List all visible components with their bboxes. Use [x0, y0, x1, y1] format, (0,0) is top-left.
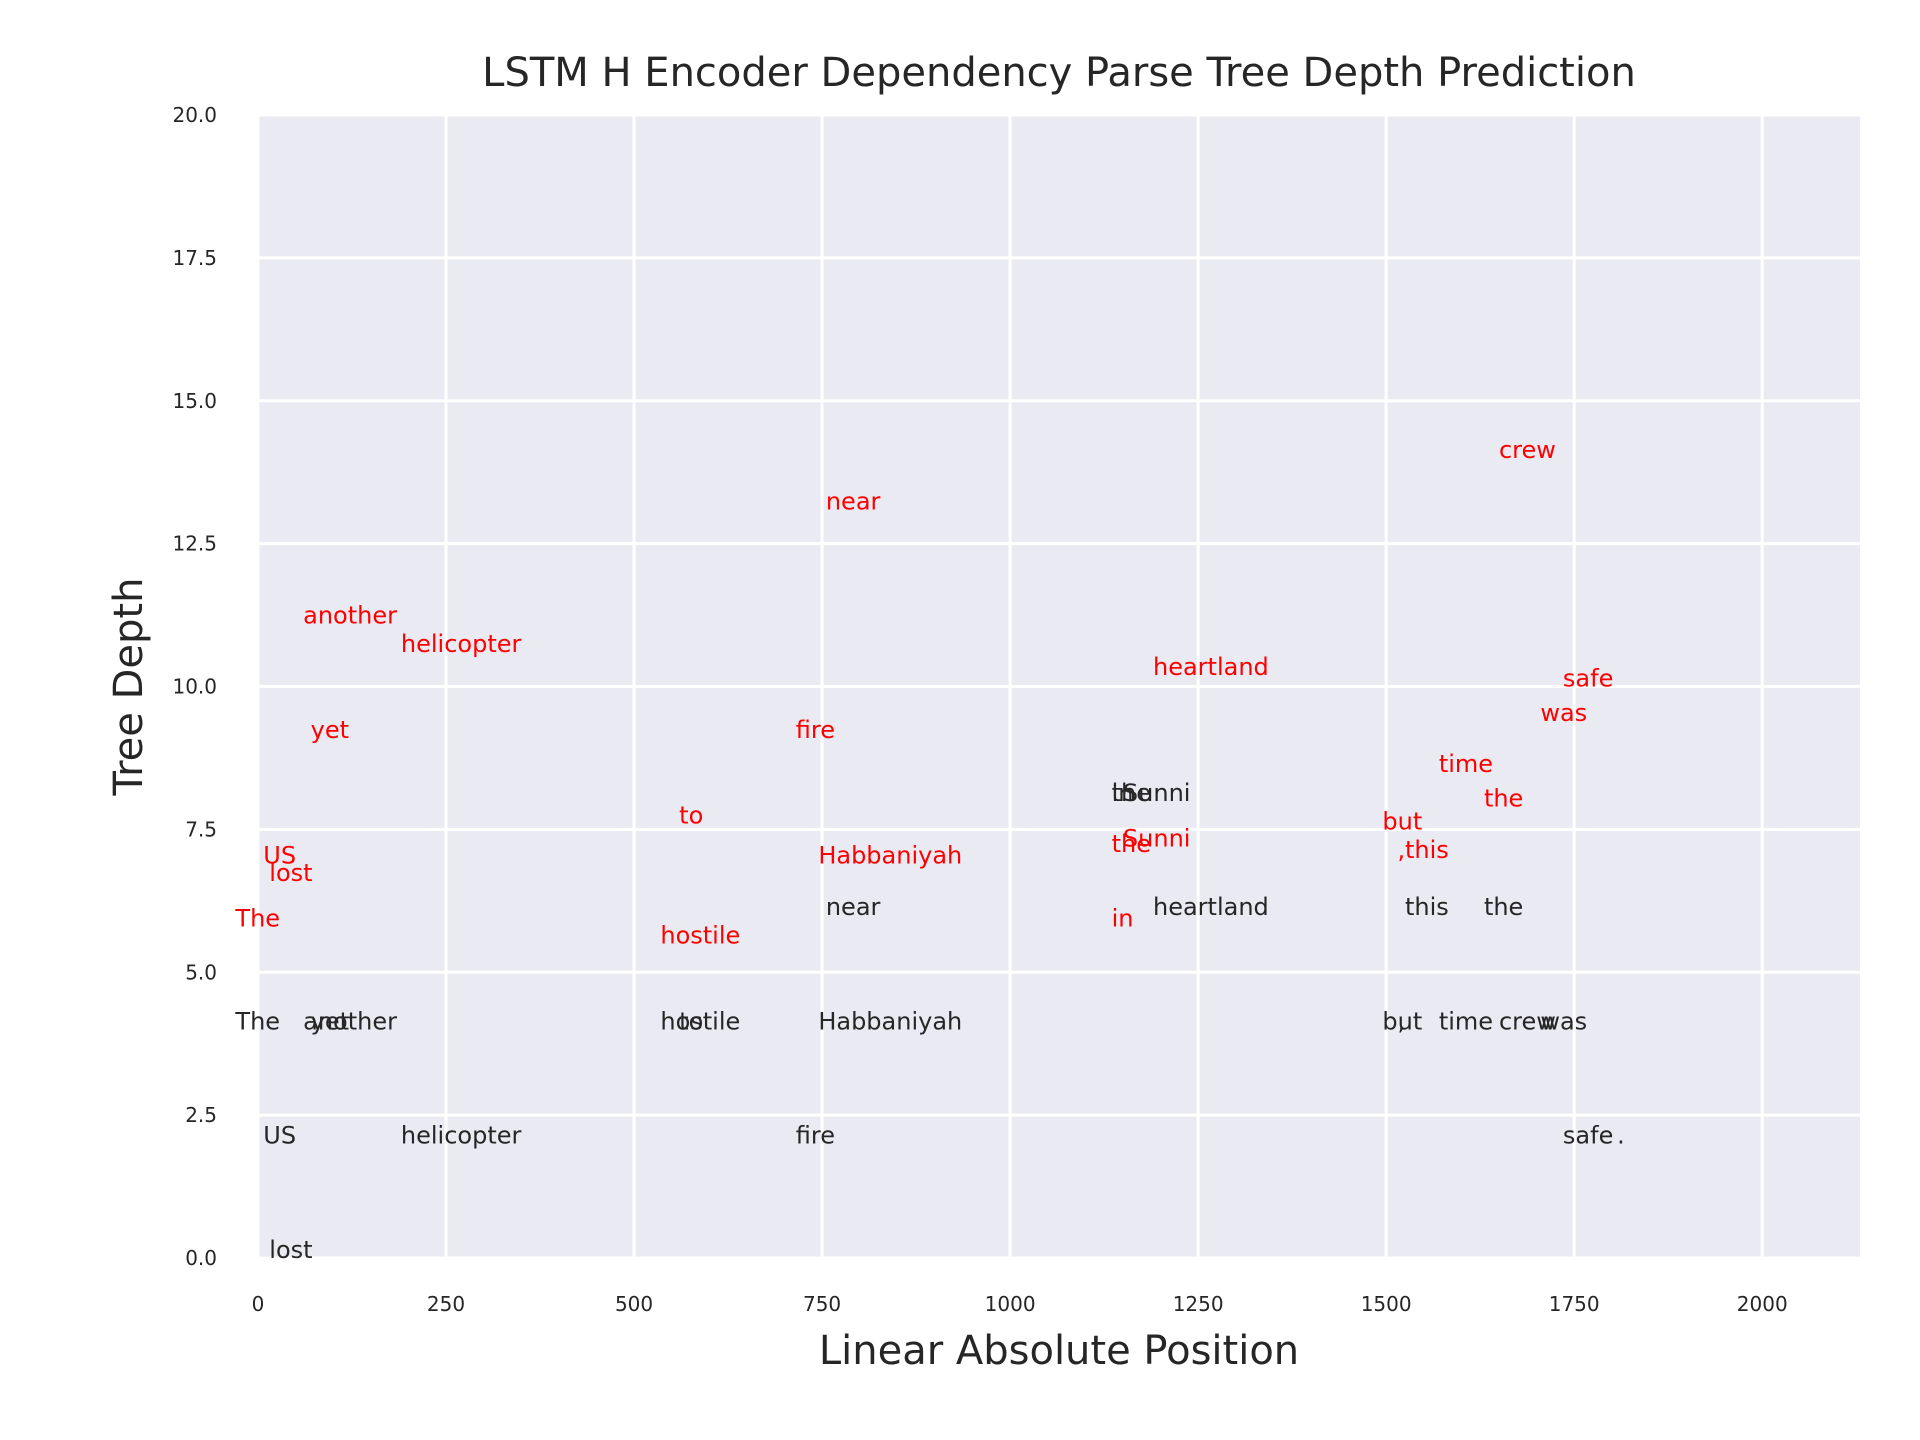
- gold-depth-word: time: [1439, 1007, 1493, 1035]
- grid-lines: [256, 113, 1860, 1260]
- predicted-depth-word: this: [1405, 836, 1449, 864]
- gold-depth-word: helicopter: [401, 1122, 522, 1150]
- predicted-depth-word: to: [679, 802, 703, 830]
- gold-depth-word: The: [234, 1007, 280, 1035]
- y-tick-label: 15.0: [172, 389, 217, 413]
- gold-depth-word: lost: [269, 1236, 312, 1264]
- y-tick-label: 5.0: [185, 960, 217, 984]
- gold-depth-word: the: [1484, 893, 1523, 921]
- gold-depth-word: to: [679, 1007, 703, 1035]
- y-axis-label: Tree Depth: [106, 578, 152, 797]
- x-axis-label: Linear Absolute Position: [819, 1328, 1299, 1374]
- gold-depth-word: the: [1112, 779, 1151, 807]
- gold-depth-word: was: [1540, 1007, 1587, 1035]
- y-tick-label: 20.0: [172, 103, 217, 127]
- predicted-depth-word: in: [1112, 905, 1134, 933]
- predicted-depth-word: The: [234, 905, 280, 933]
- predicted-depth-word: yet: [311, 716, 349, 744]
- predicted-depth-word: helicopter: [401, 630, 522, 658]
- y-tick-label: 12.5: [172, 532, 217, 556]
- predicted-depth-word: the: [1484, 785, 1523, 813]
- predicted-depth-word: crew: [1499, 436, 1556, 464]
- gold-depth-word: ,: [1397, 1007, 1405, 1035]
- gold-depth-word: hostile: [660, 1007, 740, 1035]
- y-tick-label: 17.5: [172, 246, 217, 270]
- gold-depth-word: Sunni: [1123, 779, 1191, 807]
- gold-depth-word: crew: [1499, 1007, 1556, 1035]
- y-axis-ticks: 0.0 2.5 5.0 7.5 10.0 12.5 15.0 17.5 20.0: [172, 103, 217, 1270]
- gold-depth-word: US: [263, 1122, 296, 1150]
- chart-title: LSTM H Encoder Dependency Parse Tree Dep…: [482, 50, 1636, 96]
- x-tick-label: 1500: [1361, 1292, 1412, 1316]
- gold-depth-word: near: [826, 893, 881, 921]
- predicted-depth-word: Sunni: [1123, 825, 1191, 853]
- x-tick-label: 1750: [1549, 1292, 1600, 1316]
- gold-depth-word: Habbaniyah: [818, 1007, 962, 1035]
- x-axis-ticks: 0 250 500 750 1000 1250 1500 1750 2000: [252, 1292, 1788, 1316]
- x-tick-label: 750: [803, 1292, 841, 1316]
- y-tick-label: 10.0: [172, 675, 217, 699]
- predicted-depth-word: heartland: [1153, 653, 1269, 681]
- predicted-depth-word: Habbaniyah: [818, 842, 962, 870]
- predicted-depth-word: another: [303, 602, 397, 630]
- x-tick-label: 250: [427, 1292, 465, 1316]
- predicted-depth-word: time: [1439, 750, 1493, 778]
- gold-depth-word: fire: [796, 1122, 835, 1150]
- predicted-depth-word: ,: [1397, 836, 1405, 864]
- x-tick-label: 2000: [1737, 1292, 1788, 1316]
- gold-depth-word: heartland: [1153, 893, 1269, 921]
- predicted-depth-word: lost: [269, 859, 312, 887]
- gold-depth-word: but: [1382, 1007, 1422, 1035]
- predicted-depth-word: US: [263, 842, 296, 870]
- y-tick-label: 0.0: [185, 1246, 217, 1270]
- predicted-depth-word: near: [826, 487, 881, 515]
- x-tick-label: 1250: [1173, 1292, 1224, 1316]
- gold-depth-word: safe: [1563, 1122, 1613, 1150]
- predicted-depth-word: hostile: [660, 922, 740, 950]
- y-tick-label: 7.5: [185, 817, 217, 841]
- predicted-depth-word: was: [1540, 699, 1587, 727]
- gold-depth-word: .: [1617, 1122, 1625, 1150]
- x-tick-label: 1000: [985, 1292, 1036, 1316]
- word-labels: TheUSlostanotheryethelicopterhostiletofi…: [234, 436, 1624, 1264]
- x-tick-label: 500: [615, 1292, 653, 1316]
- predicted-depth-word: fire: [796, 716, 835, 744]
- gold-depth-word: in: [1112, 779, 1134, 807]
- predicted-depth-word: but: [1382, 807, 1422, 835]
- gold-depth-word: this: [1405, 893, 1449, 921]
- predicted-depth-word: safe: [1563, 665, 1613, 693]
- gold-depth-word: another: [303, 1007, 397, 1035]
- predicted-depth-word: the: [1112, 830, 1151, 858]
- y-tick-label: 2.5: [185, 1103, 217, 1127]
- x-tick-label: 0: [252, 1292, 265, 1316]
- gold-depth-word: yet: [311, 1007, 349, 1035]
